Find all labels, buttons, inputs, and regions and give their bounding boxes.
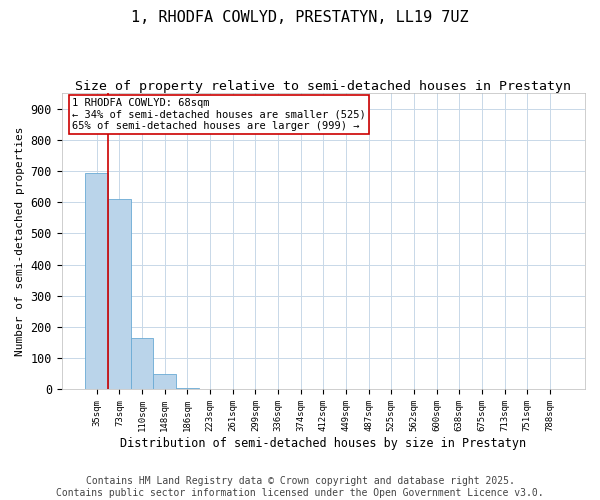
Text: 1 RHODFA COWLYD: 68sqm
← 34% of semi-detached houses are smaller (525)
65% of se: 1 RHODFA COWLYD: 68sqm ← 34% of semi-det…: [72, 98, 366, 131]
X-axis label: Distribution of semi-detached houses by size in Prestatyn: Distribution of semi-detached houses by …: [120, 437, 526, 450]
Text: 1, RHODFA COWLYD, PRESTATYN, LL19 7UZ: 1, RHODFA COWLYD, PRESTATYN, LL19 7UZ: [131, 10, 469, 25]
Bar: [108, 199, 131, 390]
Bar: [131, 338, 154, 390]
Title: Size of property relative to semi-detached houses in Prestatyn: Size of property relative to semi-detach…: [76, 80, 571, 93]
Text: Contains HM Land Registry data © Crown copyright and database right 2025.
Contai: Contains HM Land Registry data © Crown c…: [56, 476, 544, 498]
Bar: [176, 388, 199, 390]
Bar: [85, 172, 108, 390]
Y-axis label: Number of semi-detached properties: Number of semi-detached properties: [15, 126, 25, 356]
Bar: [199, 389, 221, 390]
Bar: [154, 374, 176, 390]
